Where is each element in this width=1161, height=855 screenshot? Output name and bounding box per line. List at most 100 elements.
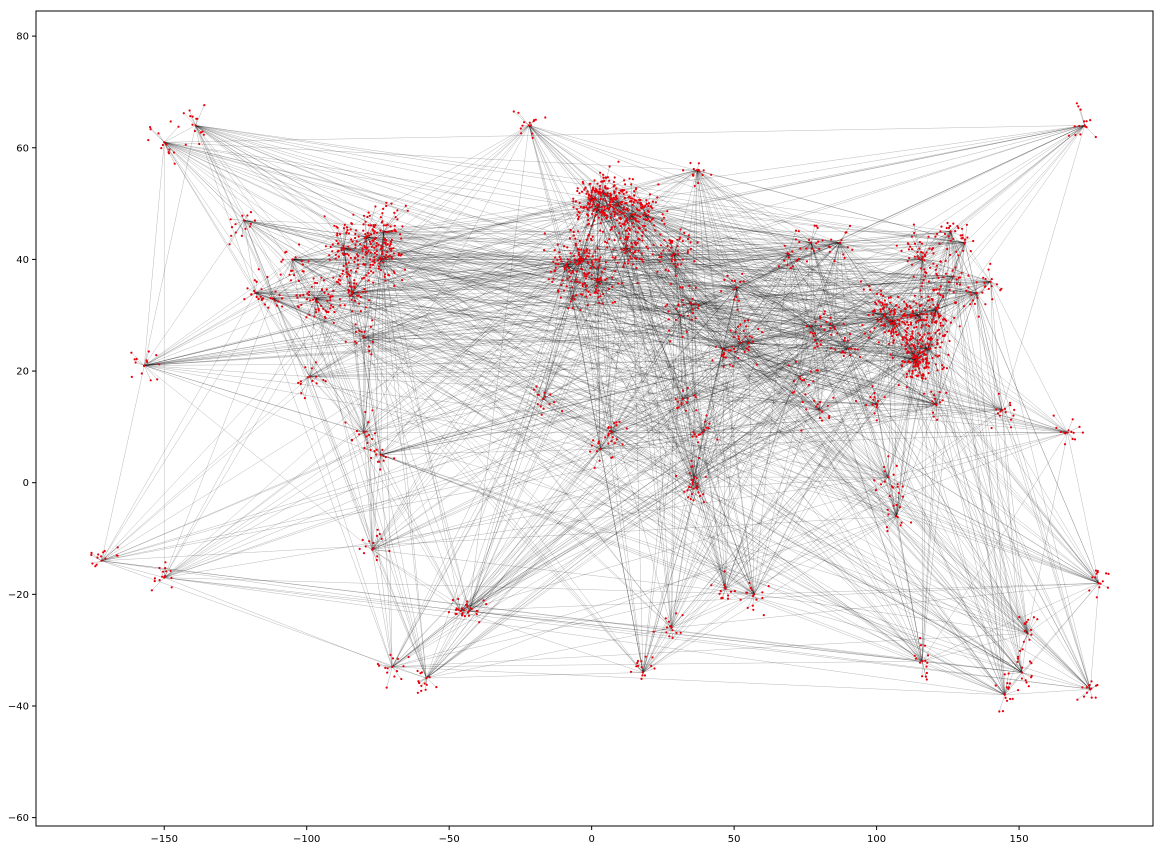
airport-point bbox=[349, 285, 351, 287]
airport-point bbox=[572, 206, 574, 208]
airport-point bbox=[622, 443, 624, 445]
airport-point bbox=[857, 349, 859, 351]
airport-point bbox=[926, 678, 928, 680]
airport-point bbox=[624, 252, 626, 254]
airport-point bbox=[335, 258, 337, 260]
airport-point bbox=[575, 294, 577, 296]
airport-point bbox=[580, 206, 582, 208]
airport-point bbox=[377, 663, 379, 665]
airport-point bbox=[915, 658, 917, 660]
airport-point bbox=[355, 229, 357, 231]
airport-point bbox=[599, 188, 601, 190]
airport-point bbox=[920, 267, 922, 269]
airport-point bbox=[149, 126, 151, 128]
airport-point bbox=[1033, 616, 1035, 618]
airport-point bbox=[844, 352, 846, 354]
airport-point bbox=[588, 223, 590, 225]
airport-point bbox=[693, 476, 695, 478]
airport-point bbox=[849, 354, 851, 356]
airport-point bbox=[1081, 686, 1083, 688]
airport-point bbox=[614, 256, 616, 258]
airport-point bbox=[570, 272, 572, 274]
airport-point bbox=[532, 137, 534, 139]
airport-point bbox=[170, 577, 172, 579]
airport-point bbox=[420, 685, 422, 687]
airport-point bbox=[682, 299, 684, 301]
airport-point bbox=[715, 346, 717, 348]
airport-point bbox=[927, 348, 929, 350]
airport-point bbox=[954, 301, 956, 303]
airport-point bbox=[298, 243, 300, 245]
airport-point bbox=[599, 211, 601, 213]
airport-point bbox=[560, 284, 562, 286]
airport-point bbox=[426, 684, 428, 686]
airport-point bbox=[914, 655, 916, 657]
airport-point bbox=[737, 335, 739, 337]
airport-point bbox=[937, 306, 939, 308]
airport-point bbox=[640, 678, 642, 680]
airport-point bbox=[609, 198, 611, 200]
airport-point bbox=[379, 256, 381, 258]
airport-point bbox=[621, 189, 623, 191]
airport-point bbox=[620, 218, 622, 220]
airport-point bbox=[950, 230, 952, 232]
airport-point bbox=[552, 261, 554, 263]
airport-point bbox=[726, 275, 728, 277]
airport-point bbox=[1009, 698, 1011, 700]
airport-point bbox=[594, 292, 596, 294]
airport-point bbox=[926, 672, 928, 674]
airport-point bbox=[596, 450, 598, 452]
airport-point bbox=[324, 215, 326, 217]
airport-point bbox=[168, 152, 170, 154]
airport-point bbox=[293, 274, 295, 276]
airport-point bbox=[626, 229, 628, 231]
airport-point bbox=[571, 286, 573, 288]
airport-point bbox=[329, 299, 331, 301]
airport-point bbox=[985, 278, 987, 280]
airport-point bbox=[1010, 426, 1012, 428]
airport-point bbox=[900, 317, 902, 319]
airport-point bbox=[1070, 431, 1072, 433]
airport-point bbox=[168, 149, 170, 151]
airport-point bbox=[400, 678, 402, 680]
airport-point bbox=[638, 199, 640, 201]
airport-point bbox=[952, 270, 954, 272]
airport-point bbox=[246, 214, 248, 216]
airport-point bbox=[150, 379, 152, 381]
airport-point bbox=[687, 496, 689, 498]
airport-point bbox=[616, 209, 618, 211]
airport-point bbox=[614, 270, 616, 272]
airport-point bbox=[924, 349, 926, 351]
airport-point bbox=[373, 238, 375, 240]
airport-point bbox=[829, 327, 831, 329]
airport-point bbox=[300, 383, 302, 385]
airport-point bbox=[592, 236, 594, 238]
airport-point bbox=[1095, 685, 1097, 687]
airport-point bbox=[662, 249, 664, 251]
airport-point bbox=[675, 398, 677, 400]
airport-point bbox=[722, 354, 724, 356]
airport-point bbox=[91, 562, 93, 564]
airport-point bbox=[367, 421, 369, 423]
airport-point bbox=[679, 228, 681, 230]
airport-point bbox=[640, 660, 642, 662]
airport-point bbox=[953, 317, 955, 319]
airport-point bbox=[634, 257, 636, 259]
airport-point bbox=[817, 346, 819, 348]
airport-point bbox=[928, 280, 930, 282]
airport-point bbox=[663, 239, 665, 241]
airport-point bbox=[604, 206, 606, 208]
airport-point bbox=[931, 321, 933, 323]
airport-point bbox=[891, 485, 893, 487]
airport-point bbox=[351, 286, 353, 288]
airport-point bbox=[694, 303, 696, 305]
airport-point bbox=[135, 361, 137, 363]
airport-point bbox=[613, 185, 615, 187]
airport-point bbox=[315, 376, 317, 378]
airport-point bbox=[841, 352, 843, 354]
airport-point bbox=[606, 246, 608, 248]
airport-point bbox=[872, 399, 874, 401]
airport-point bbox=[691, 493, 693, 495]
airport-point bbox=[624, 215, 626, 217]
airport-point bbox=[429, 676, 431, 678]
